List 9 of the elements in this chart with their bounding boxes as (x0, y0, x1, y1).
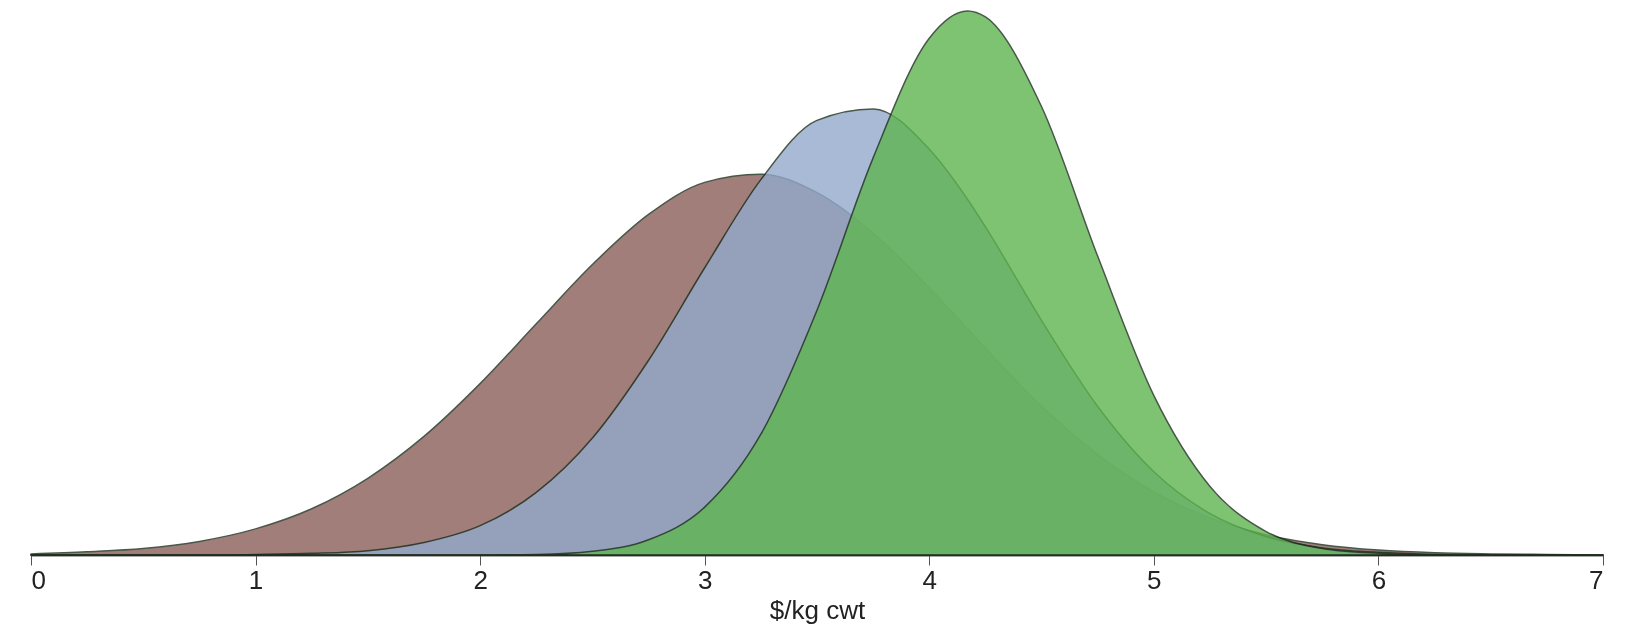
x-tick-label: 5 (1147, 564, 1162, 595)
x-tick-label: 6 (1371, 564, 1387, 595)
x-tick-label: 3 (697, 564, 713, 595)
x-tick-label: 2 (473, 564, 488, 595)
x-tick-label: 0 (31, 564, 46, 595)
x-axis-title: $/kg cwt (769, 594, 866, 625)
x-tick-label: 4 (922, 564, 938, 595)
x-tick-label: 1 (248, 564, 264, 595)
x-tick-label: 7 (1589, 564, 1604, 595)
